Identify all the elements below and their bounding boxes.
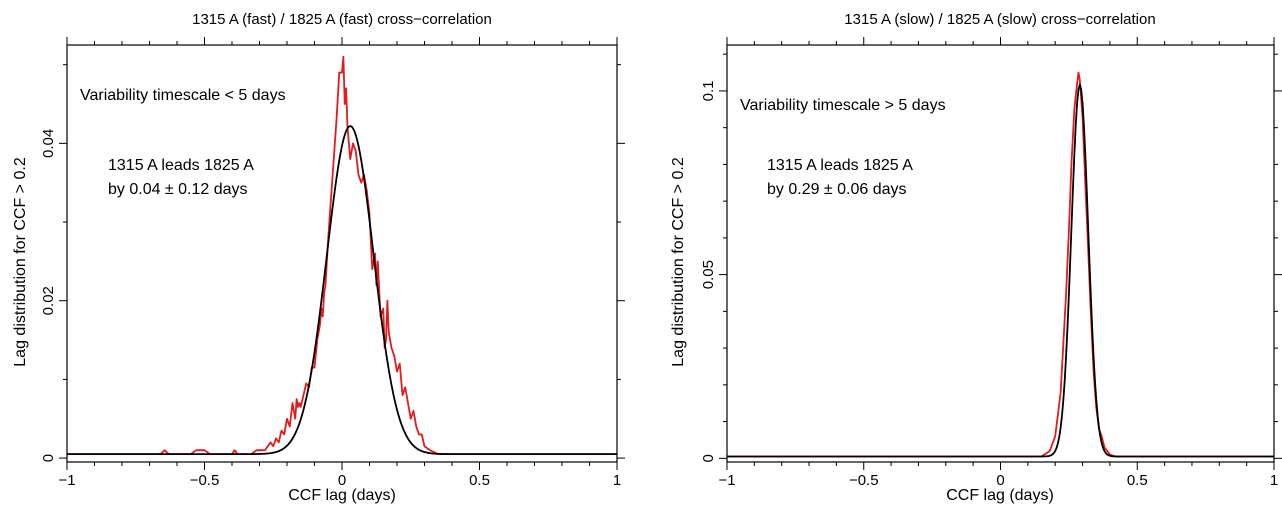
right-x-tick-label: −1 bbox=[718, 472, 735, 489]
left-x-tick-label: 1 bbox=[613, 472, 621, 489]
right-x-tick-label: 0.5 bbox=[1127, 472, 1148, 489]
right-measured-curve bbox=[727, 71, 1274, 458]
right-y-tick-label: 0.1 bbox=[700, 80, 717, 101]
left-x-tick-label: −1 bbox=[58, 472, 75, 489]
right-y-axis-label: Lag distribution for CCF > 0.2 bbox=[670, 157, 687, 367]
left-fit-curve bbox=[67, 125, 617, 456]
right-lead-annotation: 1315 A leads 1825 A bbox=[767, 157, 913, 174]
right-chart-title: 1315 A (slow) / 1825 A (slow) cross−corr… bbox=[844, 11, 1155, 28]
right-x-tick-label: 0 bbox=[996, 472, 1004, 489]
left-x-tick-label: −0.5 bbox=[190, 472, 220, 489]
right-x-tick-label: −0.5 bbox=[849, 472, 879, 489]
right-fit-curve bbox=[727, 83, 1274, 458]
left-y-tick-label: 0 bbox=[40, 454, 57, 462]
left-lag-value-annotation: by 0.04 ± 0.12 days bbox=[108, 181, 248, 198]
right-x-axis-label: CCF lag (days) bbox=[946, 487, 1054, 504]
left-plot-area: −1 −0.5 0 0.5 1 0 0.02 0.04 bbox=[40, 37, 625, 489]
left-x-tick-label: 0.5 bbox=[469, 472, 490, 489]
left-lead-annotation: 1315 A leads 1825 A bbox=[108, 157, 254, 174]
left-plot-frame bbox=[66, 44, 618, 463]
right-x-tick-label: 1 bbox=[1270, 472, 1278, 489]
left-x-tick-label: 0 bbox=[338, 472, 346, 489]
left-timescale-annotation: Variability timescale < 5 days bbox=[80, 87, 286, 104]
left-chart-title: 1315 A (fast) / 1825 A (fast) cross−corr… bbox=[192, 11, 492, 28]
right-y-tick-label: 0.05 bbox=[700, 260, 717, 289]
right-y-tick-label: 0 bbox=[700, 454, 717, 462]
left-measured-curve bbox=[67, 55, 617, 456]
left-x-axis-label: CCF lag (days) bbox=[288, 487, 396, 504]
left-y-tick-label: 0.04 bbox=[40, 129, 57, 158]
right-lag-value-annotation: by 0.29 ± 0.06 days bbox=[767, 181, 907, 198]
left-chart: 1315 A (fast) / 1825 A (fast) cross−corr… bbox=[12, 11, 625, 504]
right-timescale-annotation: Variability timescale > 5 days bbox=[740, 97, 946, 114]
right-chart: 1315 A (slow) / 1825 A (slow) cross−corr… bbox=[670, 11, 1282, 504]
right-plot-area: −1 −0.5 0 0.5 1 0 0.05 0.1 bbox=[700, 37, 1282, 489]
left-y-tick-label: 0.02 bbox=[40, 286, 57, 315]
left-y-axis-label: Lag distribution for CCF > 0.2 bbox=[12, 157, 29, 367]
